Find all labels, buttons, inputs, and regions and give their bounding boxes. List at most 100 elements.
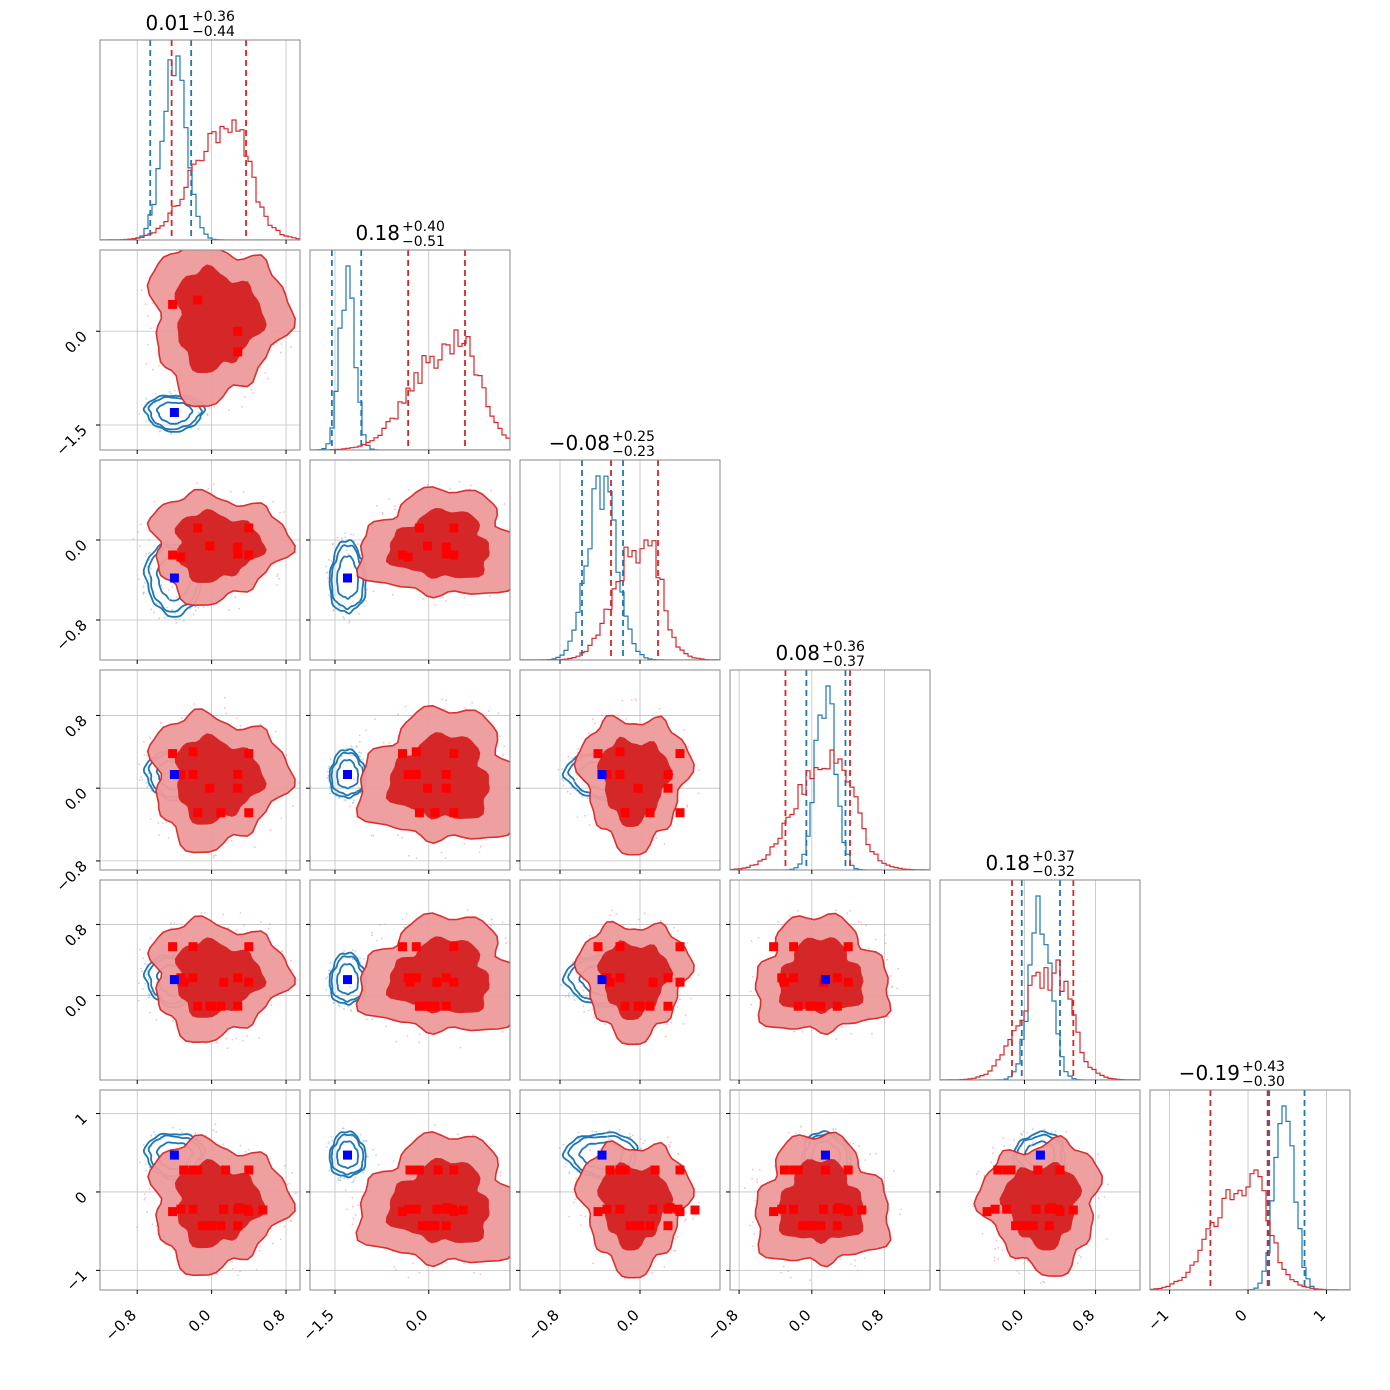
scatter-point-red [418,1041,421,1044]
scatter-point-blue [341,537,343,540]
scatter-point-red [472,1133,474,1136]
panel-body [137,911,298,1050]
scatter-point-red [259,366,262,369]
scatter-point-blue [351,1181,354,1183]
scatter-point-blue [573,995,575,998]
panel-5-5: −1 0 1 −0.19 +0.43−0.30 [1144,1059,1351,1334]
marker-red [233,549,243,559]
scatter-point-blue [562,784,565,787]
scatter-point-red [406,1035,409,1038]
scatter-point-red [871,1032,873,1035]
scatter-point-red [568,1215,571,1218]
scatter-point-red [286,754,288,756]
scatter-point-red [215,1130,218,1133]
panel-frame [99,879,301,1081]
scatter-point-blue [1022,1130,1025,1133]
scatter-point-red [372,1148,375,1151]
scatter-point-red [137,999,140,1002]
scatter-point-blue [147,772,150,775]
scatter-point-red [258,1249,261,1252]
scatter-point-blue [567,755,570,758]
scatter-point-blue [337,604,340,607]
scatter-point-red [478,851,481,854]
marker-red [168,299,178,309]
tick-label-x: −0.8 [524,1306,562,1344]
scatter-point-blue [564,1165,566,1168]
scatter-point-red [223,696,226,699]
panel-title-plus: +0.37 [1032,849,1075,865]
panel-frame [309,459,511,661]
scatter-point-red [692,1217,694,1220]
marker-red [990,1204,1000,1214]
scatter-point-blue [345,799,347,801]
scatter-point-red [237,1274,239,1277]
panel-4-1 [306,879,511,1084]
scatter-point-red [351,1196,354,1199]
scatter-point-red [214,1123,217,1126]
scatter-point-blue [558,1147,561,1149]
panel-frame [99,669,301,871]
scatter-point-red [893,1169,895,1172]
marker-red [648,977,658,987]
marker-red [819,1204,829,1214]
scatter-point-blue [608,1129,611,1132]
scatter-point-red [975,1173,978,1176]
marker-red [193,1165,203,1175]
marker-red [418,1221,427,1231]
scatter-point-blue [628,1133,631,1135]
scatter-point-red [677,1153,680,1156]
scatter-point-blue [166,606,169,609]
scatter-point-red [1106,1238,1108,1240]
marker-red [807,1221,817,1231]
scatter-point-red [152,368,154,371]
scatter-point-red [686,804,688,807]
scatter-point-red [167,589,170,591]
scatter-point-blue [326,976,329,979]
marker-red [219,977,229,987]
scatter-point-red [357,1204,360,1206]
scatter-point-red [195,482,198,485]
scatter-point-red [269,829,272,832]
scatter-point-blue [329,758,332,760]
scatter-point-red [441,698,444,701]
marker-red [441,542,451,552]
scatter-point-blue [145,782,148,784]
panel-body [100,40,300,240]
scatter-point-red [573,1201,576,1204]
scatter-point-red [631,699,633,701]
scatter-point-red [345,549,348,552]
scatter-point-red [395,1269,398,1271]
scatter-point-blue [363,958,365,960]
marker-red [633,783,643,793]
scatter-point-red [224,707,227,709]
scatter-point-red [469,484,472,487]
scatter-point-blue [365,600,367,602]
scatter-point-red [375,1154,377,1156]
panel-frame [99,1089,301,1291]
marker-red [1028,1221,1038,1231]
marker-blue [597,1150,607,1160]
scatter-point-blue [147,552,150,555]
scatter-point-red [440,851,443,854]
scatter-point-red [149,737,152,740]
scatter-point-red [230,839,233,842]
scatter-point-red [679,998,681,1001]
panel-title-minus: −0.44 [192,24,235,40]
marker-red [807,1001,817,1011]
scatter-point-red [487,710,490,712]
scatter-point-red [151,302,154,305]
panel-frame [519,669,721,871]
scatter-point-blue [170,432,172,435]
scatter-point-red [463,842,466,845]
marker-red [168,1207,178,1217]
scatter-point-blue [338,1005,341,1008]
scatter-point-red [674,1250,677,1252]
scatter-point-red [1097,1216,1100,1219]
scatter-point-blue [343,1177,346,1180]
marker-red [398,942,407,952]
marker-red [233,347,243,357]
scatter-point-blue [568,992,571,994]
scatter-point-red [752,975,754,978]
scatter-point-blue [566,790,569,793]
scatter-point-red [274,730,277,733]
